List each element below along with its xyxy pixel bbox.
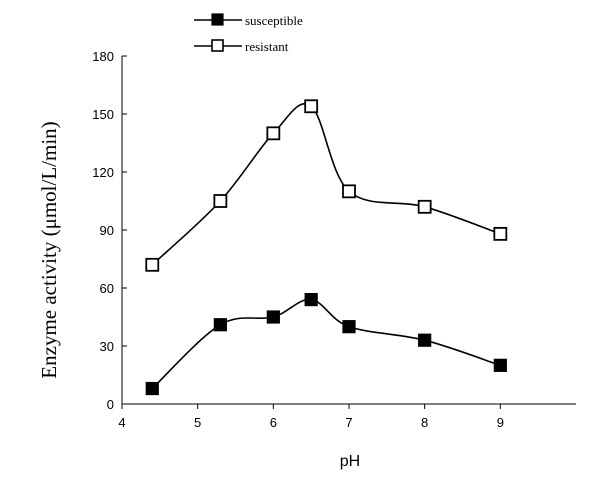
y-tick-label: 0 (107, 397, 114, 412)
series-layer (145, 99, 508, 396)
y-tick-label: 150 (92, 107, 114, 122)
x-tick-label: 4 (118, 415, 125, 430)
data-point-resistant (304, 99, 319, 114)
y-tick-label: 60 (100, 281, 114, 296)
legend: susceptible resistant (194, 13, 303, 54)
data-point-susceptible (213, 318, 227, 332)
x-ticks: 4 5 6 7 8 9 (118, 404, 504, 430)
data-point-resistant (145, 257, 160, 272)
data-point-susceptible (145, 381, 159, 396)
legend-item-resistant: resistant (194, 39, 289, 54)
y-tick-label: 180 (92, 49, 114, 64)
legend-marker-susceptible (211, 13, 224, 26)
data-point-resistant (213, 194, 228, 208)
legend-label-resistant: resistant (245, 39, 289, 54)
series-line-susceptible (151, 298, 501, 390)
data-point-susceptible (266, 310, 280, 324)
data-point-susceptible (418, 333, 432, 347)
data-point-susceptible (493, 358, 507, 372)
legend-item-susceptible: susceptible (194, 13, 303, 28)
x-tick-label: 6 (270, 415, 277, 430)
x-tick-label: 7 (345, 415, 352, 430)
data-point-resistant (266, 126, 281, 141)
y-tick-label: 90 (100, 223, 114, 238)
data-point-susceptible (342, 320, 356, 334)
data-point-resistant (417, 199, 432, 214)
legend-marker-resistant (211, 39, 224, 52)
data-point-susceptible (304, 293, 318, 307)
data-point-resistant (342, 184, 356, 199)
x-tick-label: 8 (421, 415, 428, 430)
legend-label-susceptible: susceptible (245, 13, 303, 28)
data-point-resistant (493, 226, 508, 241)
x-tick-label: 5 (194, 415, 201, 430)
y-tick-label: 120 (92, 165, 114, 180)
x-axis-title: pH (340, 453, 360, 470)
y-axis-title: Enzyme activity (μmol/L/min) (37, 121, 61, 378)
x-tick-label: 9 (497, 415, 504, 430)
y-tick-label: 30 (100, 339, 114, 354)
series-line-resistant (151, 103, 501, 266)
y-ticks: 0 30 60 90 120 150 180 (92, 49, 127, 412)
